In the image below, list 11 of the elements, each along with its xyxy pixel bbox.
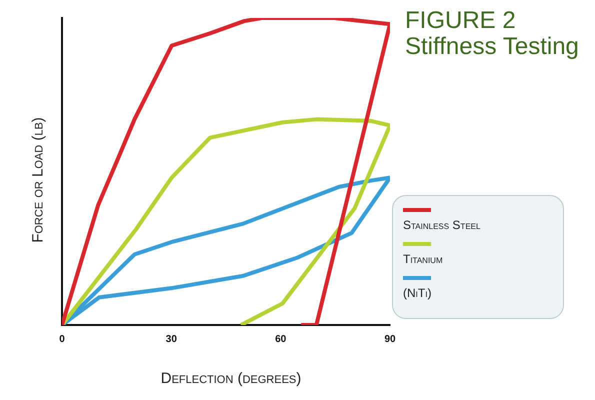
text: FIGURE 2 [405,7,517,34]
y-axis-title: Force or Load (lb) [30,117,46,243]
x-axis-title: Deflection (degrees) [160,370,302,387]
x-tick-label: 30 [166,334,178,345]
text: Stiffness Testing [405,33,579,60]
legend-label: Titanium [403,252,443,266]
x-tick-label: 90 [384,334,396,345]
legend-label: Stainless Steel [403,218,480,232]
legend-label: (NiTi) [403,286,432,300]
x-tick-label: 60 [275,334,287,345]
x-tick-label: 0 [59,334,66,345]
